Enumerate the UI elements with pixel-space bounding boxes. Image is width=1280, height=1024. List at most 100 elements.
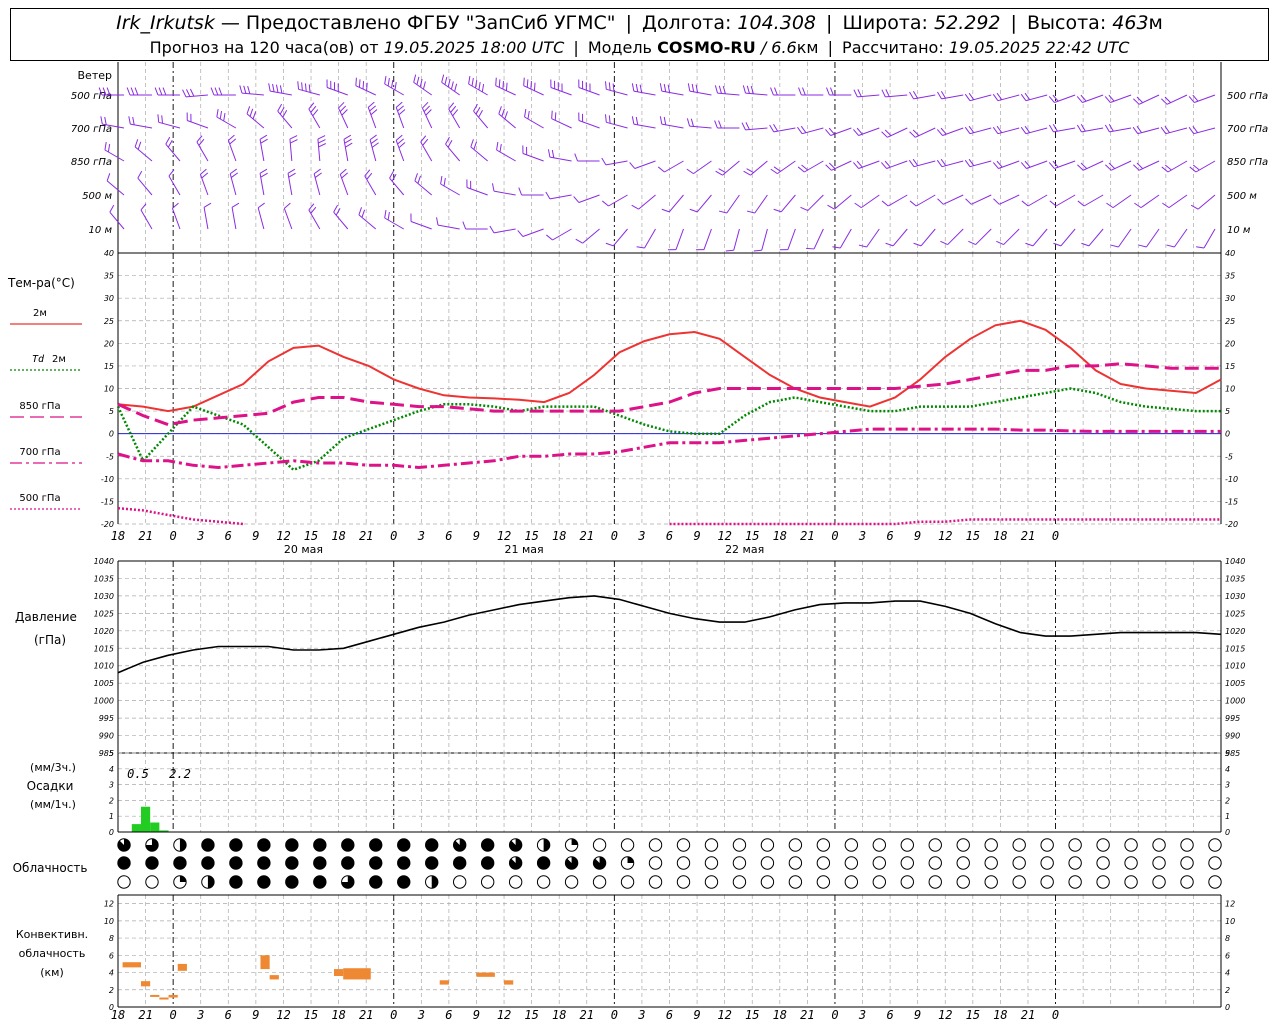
wind-barb-feather — [167, 139, 173, 148]
wind-barb-staff — [999, 194, 1020, 205]
cloud-cover-symbol — [201, 838, 215, 852]
convective-layer — [168, 994, 178, 998]
wind-barb — [1076, 124, 1104, 133]
wind-barb-staff — [1003, 228, 1020, 245]
cloud-cover-symbol — [1124, 856, 1138, 870]
wind-barb-staff — [522, 153, 544, 162]
wind-barb-feather — [770, 168, 778, 175]
wind-barb-staff — [524, 116, 544, 129]
cloud-cover-symbol — [760, 875, 775, 889]
wind-barb-feather — [659, 83, 663, 92]
wind-barb-feather — [770, 87, 774, 96]
wind-barb-feather — [384, 210, 387, 219]
wind-barb-feather — [230, 172, 239, 178]
time-tick-label: 0 — [390, 529, 397, 543]
wind-barb-feather — [200, 168, 207, 175]
wind-barb-staff — [1110, 160, 1132, 171]
y-tick-label: 10 — [104, 917, 114, 926]
time-tick-label: 18 — [111, 529, 125, 543]
wind-barb-feather — [313, 168, 321, 175]
pressure-line — [117, 595, 1222, 674]
wind-barb — [800, 194, 824, 212]
cloud-cover-symbol — [536, 875, 551, 889]
wind-barb-feather — [1052, 94, 1059, 102]
cloud-circle — [1180, 875, 1194, 889]
y-tick-label-right: 25 — [1225, 317, 1235, 326]
wind-barb — [1077, 160, 1104, 171]
temperature-series-line — [117, 362, 1221, 427]
cloud-cover-symbol — [1096, 875, 1110, 889]
wind-barb-feather — [631, 116, 635, 125]
wind-barb-feather — [318, 139, 326, 144]
wind-barb-feather — [489, 225, 495, 234]
wind-barb-staff — [308, 209, 321, 230]
wind-barb-feather — [339, 105, 347, 112]
cloud-cover-symbol — [480, 856, 495, 870]
wind-barb — [369, 134, 379, 162]
wind-barb-feather — [1077, 200, 1085, 207]
cloud-fill — [397, 838, 410, 852]
wind-barb — [171, 202, 181, 230]
wind-barb-staff — [717, 92, 740, 96]
cloud-fill — [257, 875, 271, 889]
cloud-circle — [1068, 838, 1082, 852]
wind-barb-staff — [369, 139, 377, 162]
wind-barb-feather — [257, 202, 265, 209]
wind-barb-feather — [936, 129, 943, 136]
cloud-circle — [1096, 875, 1110, 889]
wind-barb — [854, 194, 880, 209]
cloud-cover-symbol — [592, 856, 607, 870]
wind-barb-staff — [1025, 127, 1048, 135]
wind-barb-feather — [769, 124, 775, 133]
time-tick-label-bottom: 0 — [390, 1008, 397, 1022]
time-tick-label: 6 — [666, 529, 673, 543]
wind-barb — [578, 79, 600, 96]
cloud-fill — [313, 838, 327, 852]
wind-barb-feather — [140, 203, 147, 211]
time-tick-label: 9 — [473, 529, 480, 543]
cloud-circle — [1124, 856, 1138, 870]
wind-barb-feather — [663, 116, 667, 125]
wind-barb-feather — [1080, 94, 1087, 102]
y-tick-label-right: 5 — [1225, 407, 1230, 416]
cloud-cover-symbol — [257, 838, 271, 852]
wind-barb-staff — [140, 209, 153, 230]
y-tick-label: 6 — [109, 951, 114, 960]
wind-barb — [287, 168, 296, 196]
wind-barb — [104, 142, 125, 162]
wind-barb-feather — [908, 159, 915, 167]
y-tick-label-right: 35 — [1225, 272, 1235, 281]
wind-barb — [462, 221, 488, 230]
pressure-axis-title: Давление — [15, 610, 77, 624]
wind-barb — [825, 127, 852, 136]
wind-barb-staff — [395, 140, 405, 162]
wind-barb — [410, 213, 432, 230]
wind-barb-feather — [272, 83, 275, 92]
wind-barb-staff — [384, 217, 404, 230]
wind-barb — [1020, 92, 1048, 102]
y-tick-label: -5 — [106, 452, 114, 461]
wind-barb — [937, 91, 964, 100]
wind-barb-feather — [667, 84, 671, 93]
wind-barb-feather — [853, 129, 860, 136]
wind-barb — [714, 85, 740, 96]
cloud-fill — [543, 838, 550, 852]
cloud-circle — [1152, 838, 1166, 852]
wind-barb — [909, 91, 936, 100]
wind-barb-staff — [229, 173, 237, 196]
wind-barb — [827, 194, 852, 210]
cloud-cover-symbol — [1096, 838, 1110, 852]
cloud-circle — [1040, 856, 1054, 870]
wind-barb-feather — [854, 202, 862, 209]
wind-barb-feather — [344, 138, 352, 144]
wind-barb-staff — [1193, 127, 1216, 135]
wind-barb-staff — [410, 221, 432, 230]
wind-barb-feather — [1110, 244, 1119, 248]
wind-barb-feather — [137, 170, 143, 179]
time-tick-label-bottom: 18 — [111, 1008, 125, 1022]
y-tick-label: 1040 — [94, 557, 114, 566]
convective-layer — [269, 975, 279, 980]
wind-barb-feather — [283, 202, 291, 209]
wind-barb-feather — [214, 87, 219, 96]
wind-barb — [203, 202, 212, 230]
